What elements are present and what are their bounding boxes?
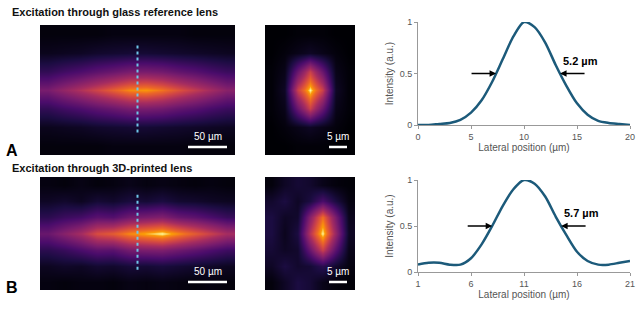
svg-text:5: 5 (468, 132, 473, 142)
svg-text:0.5: 0.5 (400, 69, 413, 79)
svg-text:0: 0 (407, 267, 412, 277)
svg-text:0: 0 (407, 120, 412, 130)
svg-text:B: B (6, 279, 18, 296)
svg-text:50 µm: 50 µm (194, 266, 222, 277)
svg-text:Lateral position (µm): Lateral position (µm) (478, 289, 569, 300)
svg-text:1: 1 (407, 17, 412, 27)
svg-text:Excitation through 3D-printed: Excitation through 3D-printed lens (12, 162, 192, 174)
svg-text:5.2 µm: 5.2 µm (563, 55, 598, 67)
svg-text:Intensity (a.u.): Intensity (a.u.) (384, 194, 395, 257)
svg-text:21: 21 (625, 279, 635, 289)
svg-text:50 µm: 50 µm (194, 131, 222, 142)
svg-text:1: 1 (407, 175, 412, 185)
svg-text:1: 1 (415, 279, 420, 289)
svg-text:20: 20 (625, 132, 635, 142)
svg-text:11: 11 (519, 279, 528, 289)
svg-text:5.7 µm: 5.7 µm (564, 207, 599, 219)
svg-text:0.5: 0.5 (400, 221, 413, 231)
svg-text:5 µm: 5 µm (327, 266, 349, 277)
svg-text:Intensity (a.u.): Intensity (a.u.) (384, 42, 395, 105)
svg-text:5 µm: 5 µm (327, 131, 349, 142)
svg-text:16: 16 (572, 279, 582, 289)
svg-text:Lateral position (µm): Lateral position (µm) (478, 142, 569, 153)
svg-text:10: 10 (519, 132, 529, 142)
svg-text:15: 15 (572, 132, 582, 142)
svg-text:6: 6 (468, 279, 473, 289)
svg-text:A: A (6, 142, 18, 159)
svg-text:0: 0 (415, 132, 420, 142)
svg-text:Excitation through glass refer: Excitation through glass reference lens (12, 6, 218, 18)
